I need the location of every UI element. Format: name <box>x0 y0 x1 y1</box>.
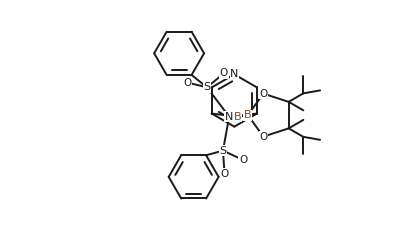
Text: B: B <box>234 112 242 122</box>
Text: N: N <box>230 69 239 79</box>
Text: B: B <box>244 110 252 120</box>
Text: O: O <box>220 68 228 78</box>
Text: O: O <box>220 169 229 179</box>
Text: O: O <box>184 78 192 88</box>
Text: O: O <box>239 155 247 165</box>
Text: N: N <box>225 112 233 122</box>
Text: S: S <box>220 146 227 156</box>
Text: O: O <box>259 89 267 99</box>
Text: O: O <box>259 132 267 141</box>
Text: S: S <box>203 82 211 92</box>
